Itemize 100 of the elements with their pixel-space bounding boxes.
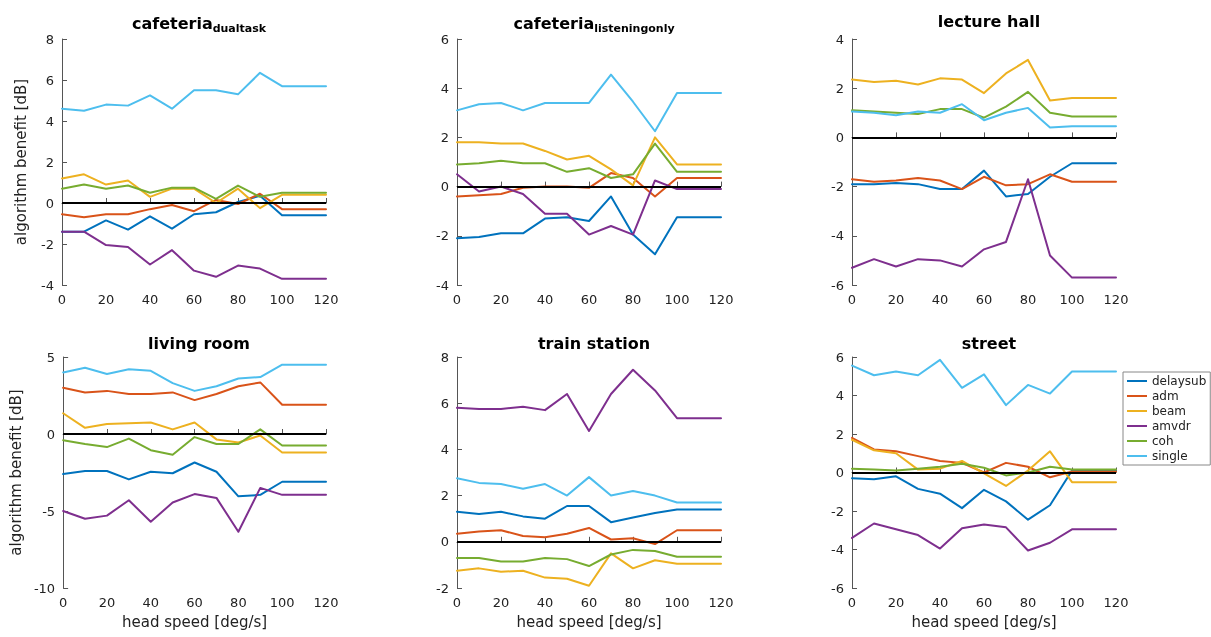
line-series [62, 363, 327, 392]
y-tick-label: 4 [835, 31, 844, 47]
y-tick-label: 4 [440, 80, 449, 96]
y-tick-label: -2 [831, 503, 844, 519]
line-series [851, 162, 1117, 198]
y-tick-label: -6 [831, 277, 844, 293]
line-series [61, 183, 327, 200]
y-tick-label: 0 [440, 179, 449, 195]
x-tick-label: 80 [1019, 292, 1037, 307]
x-tick-label: 60 [580, 595, 598, 610]
x-tick-label: 20 [492, 292, 510, 307]
y-tick-label: -4 [831, 228, 844, 244]
y-tick-label: 8 [440, 349, 449, 365]
y-tick-label: 0 [45, 195, 54, 211]
line-series [62, 412, 327, 454]
x-tick-label: 20 [97, 292, 115, 307]
line-series [61, 173, 327, 210]
line-series [851, 178, 1117, 279]
y-axis-title: algorithm benefit [dB] [11, 78, 30, 246]
x-tick-label: 80 [624, 595, 642, 610]
y-tick-label: 0 [46, 426, 56, 442]
y-tick-label: 6 [440, 395, 449, 411]
x-tick-label: 60 [975, 595, 993, 610]
y-tick-label: 4 [835, 388, 844, 403]
y-tick-label: -10 [33, 580, 56, 596]
line-series [456, 526, 722, 546]
line-series [851, 462, 1117, 477]
line-series [456, 548, 722, 568]
line-series [62, 461, 327, 498]
y-tick-label: 2 [835, 80, 844, 96]
x-tick-label: 20 [887, 292, 905, 307]
x-tick-label: 100 [1059, 292, 1085, 307]
y-tick-label: 0 [835, 465, 844, 480]
y-tick-label: 0 [440, 534, 449, 550]
line-series [851, 103, 1117, 129]
line-series [851, 438, 1117, 487]
y-tick-label: 6 [45, 72, 54, 88]
x-tick-label: 100 [664, 292, 690, 307]
x-tick-label: 40 [931, 292, 949, 307]
x-tick-label: 40 [931, 595, 949, 610]
x-tick-label: 120 [313, 292, 339, 307]
x-tick-label: 40 [142, 595, 160, 610]
line-series [851, 90, 1117, 119]
chart-title: train station [537, 333, 651, 353]
x-tick-label: 100 [269, 292, 295, 307]
line-series [61, 230, 327, 280]
x-tick-label: 0 [847, 595, 857, 610]
line-series [851, 58, 1117, 102]
x-tick-label: 80 [229, 292, 247, 307]
legend-label: amvdr [1152, 419, 1191, 433]
x-tick-label: 80 [230, 595, 247, 610]
x-tick-label: 40 [141, 292, 159, 307]
line-series [851, 522, 1117, 552]
x-tick-label: 60 [185, 292, 203, 307]
x-tick-label: 20 [887, 595, 905, 610]
x-tick-label: 120 [708, 595, 734, 610]
x-axis-title: head speed [deg/s] [911, 612, 1057, 631]
x-tick-label: 120 [708, 292, 734, 307]
line-series [62, 486, 327, 533]
y-tick-label: -5 [42, 503, 56, 519]
line-series [456, 195, 722, 256]
x-tick-label: 0 [58, 595, 68, 610]
line-series [61, 192, 327, 219]
x-tick-label: 100 [664, 595, 690, 610]
x-tick-label: 80 [1019, 595, 1037, 610]
x-tick-label: 120 [1103, 595, 1129, 610]
y-tick-label: 4 [440, 441, 449, 457]
x-tick-label: 0 [452, 595, 462, 610]
line-series [456, 73, 722, 133]
x-tick-label: 40 [536, 595, 554, 610]
y-tick-label: -4 [41, 277, 54, 293]
line-series [456, 173, 722, 236]
y-tick-label: 2 [45, 154, 54, 170]
line-series [851, 173, 1117, 191]
y-tick-label: 4 [45, 113, 54, 129]
line-series [456, 368, 722, 432]
x-axis-title: head speed [deg/s] [121, 612, 268, 631]
x-tick-label: 120 [1103, 292, 1129, 307]
line-series [456, 136, 722, 187]
y-tick-label: -2 [41, 236, 54, 252]
line-series [62, 381, 327, 406]
chart-title: lecture hall [937, 11, 1041, 31]
x-tick-label: 0 [57, 292, 67, 307]
y-tick-label: 2 [835, 426, 844, 442]
x-tick-label: 20 [492, 595, 510, 610]
line-series [61, 71, 327, 112]
x-tick-label: 120 [313, 595, 339, 610]
line-series [456, 505, 722, 524]
x-tick-label: 100 [1059, 595, 1085, 610]
y-tick-label: 2 [440, 129, 449, 145]
y-tick-label: 5 [46, 349, 56, 365]
x-tick-label: 100 [269, 595, 295, 610]
line-series [456, 142, 722, 179]
y-tick-label: 0 [835, 129, 844, 145]
y-axis-title: algorithm benefit [dB] [6, 389, 25, 556]
y-tick-label: -2 [436, 228, 449, 244]
legend-label: adm [1152, 389, 1179, 403]
chart-title: living room [148, 333, 250, 353]
y-tick-label: 8 [45, 31, 54, 47]
legend-label: single [1152, 449, 1188, 463]
